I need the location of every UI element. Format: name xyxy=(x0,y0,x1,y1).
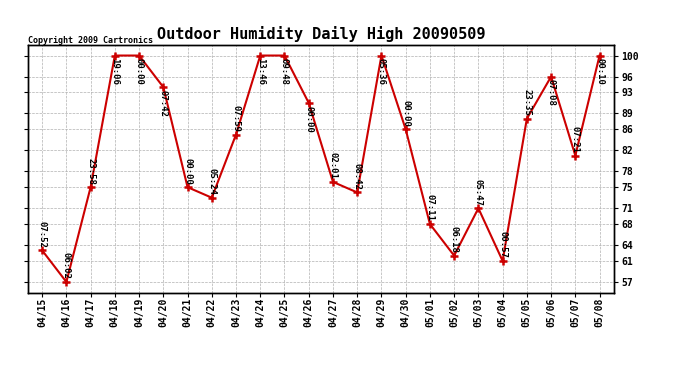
Text: 07:42: 07:42 xyxy=(159,90,168,117)
Text: 00:00: 00:00 xyxy=(183,158,192,184)
Text: 07:21: 07:21 xyxy=(571,126,580,153)
Text: 23:35: 23:35 xyxy=(522,89,531,116)
Text: Copyright 2009 Cartronics: Copyright 2009 Cartronics xyxy=(28,36,152,45)
Text: 00:00: 00:00 xyxy=(304,106,313,133)
Text: 05:47: 05:47 xyxy=(474,178,483,206)
Text: 05:24: 05:24 xyxy=(207,168,216,195)
Title: Outdoor Humidity Daily High 20090509: Outdoor Humidity Daily High 20090509 xyxy=(157,27,485,42)
Text: 02:01: 02:01 xyxy=(328,152,337,179)
Text: 00:57: 00:57 xyxy=(498,231,507,258)
Text: 06:18: 06:18 xyxy=(450,226,459,253)
Text: 07:08: 07:08 xyxy=(546,80,555,106)
Text: 07:52: 07:52 xyxy=(38,221,47,248)
Text: 08:42: 08:42 xyxy=(353,163,362,190)
Text: 13:46: 13:46 xyxy=(256,58,265,85)
Text: 07:11: 07:11 xyxy=(426,194,435,221)
Text: 19:06: 19:06 xyxy=(110,58,119,85)
Text: 06:02: 06:02 xyxy=(62,252,71,279)
Text: 07:59: 07:59 xyxy=(232,105,241,132)
Text: 09:48: 09:48 xyxy=(280,58,289,85)
Text: 05:36: 05:36 xyxy=(377,58,386,85)
Text: 23:58: 23:58 xyxy=(86,158,95,184)
Text: 00:10: 00:10 xyxy=(595,58,604,85)
Text: 00:00: 00:00 xyxy=(401,100,410,126)
Text: 00:00: 00:00 xyxy=(135,58,144,85)
